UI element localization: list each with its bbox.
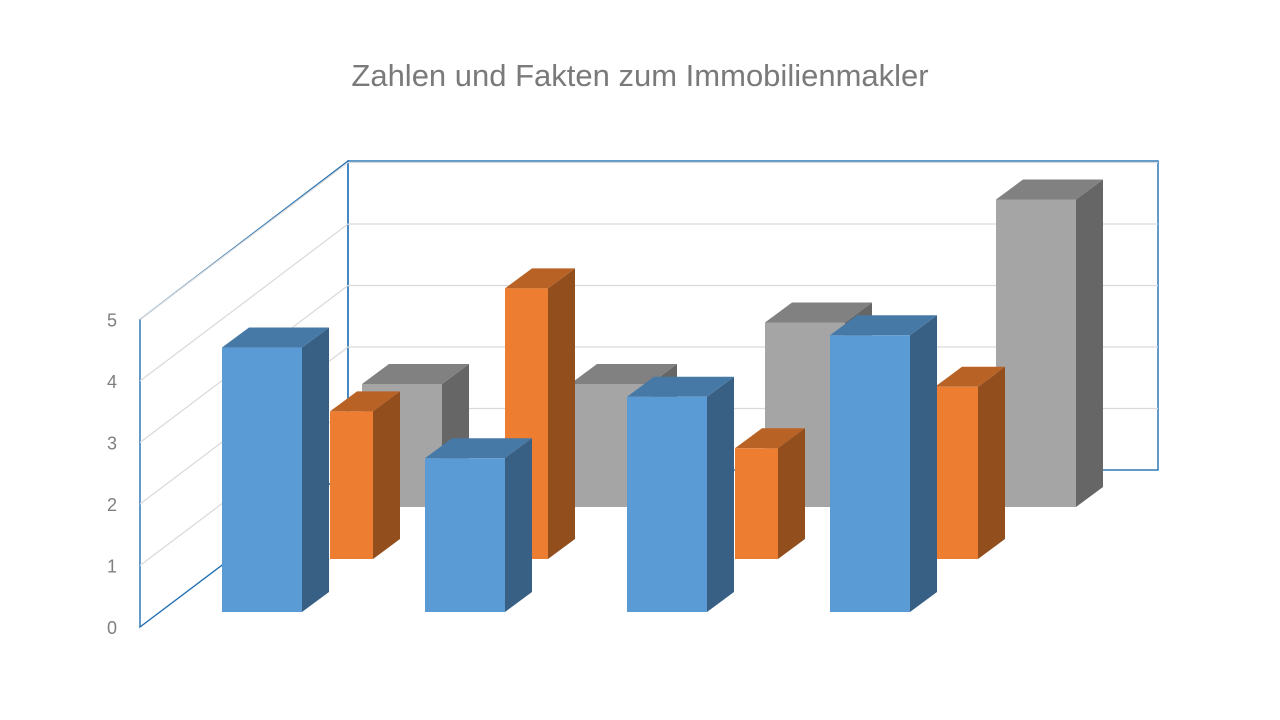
y-tick-label: 2 (107, 495, 117, 515)
bar-side-face (910, 315, 937, 612)
bar-front-face (425, 458, 505, 612)
bar-front-face (830, 335, 910, 612)
bar-series1-4 (830, 315, 937, 612)
bar-top-face (735, 428, 805, 449)
bar-side-face (373, 391, 400, 559)
y-tick-label: 1 (107, 557, 117, 577)
bar-side-face (505, 438, 532, 612)
bar-top-face (362, 364, 469, 384)
y-tick-label: 4 (107, 372, 117, 392)
bar-top-face (830, 315, 937, 336)
y-axis-ticks: 0 1 2 3 4 5 (107, 311, 117, 639)
bar-series1-2 (425, 438, 532, 612)
bar-top-face (570, 364, 677, 384)
gridline-side (139, 162, 349, 320)
bar-series1-1 (222, 327, 329, 612)
bar-front-face (222, 347, 302, 612)
bar-series2-1 (330, 391, 400, 559)
y-tick-label: 0 (107, 618, 117, 638)
bar-front-face (935, 386, 978, 559)
y-tick-label: 5 (107, 311, 117, 331)
bar-series1-3 (627, 376, 734, 612)
bar-series3-4 (996, 179, 1103, 507)
y-tick-label: 3 (107, 434, 117, 454)
bar-front-face (627, 396, 707, 612)
bar-front-face (735, 448, 778, 559)
bar-top-face (505, 268, 575, 289)
bar-side-face (978, 366, 1005, 559)
bar-front-face (996, 199, 1076, 507)
bar-top-face (935, 366, 1005, 387)
bar-side-face (548, 268, 575, 559)
bar-top-face (765, 302, 872, 323)
bar-top-face (222, 327, 329, 348)
chart-bars (222, 179, 1103, 612)
bar-series2-4 (935, 366, 1005, 559)
bar-series2-3 (735, 428, 805, 559)
bar-side-face (302, 327, 329, 612)
bar-top-face (627, 376, 734, 397)
gridline-side (139, 223, 349, 382)
bar-front-face (330, 411, 373, 559)
bar-side-face (1076, 179, 1103, 507)
bar-side-face (778, 428, 805, 559)
bar-top-face (996, 179, 1103, 200)
bar-top-face (425, 438, 532, 459)
chart-title: Zahlen und Fakten zum Immobilienmakler (351, 58, 929, 93)
bar-top-face (330, 391, 400, 412)
bar-side-face (707, 376, 734, 612)
bar-series2-2 (505, 268, 575, 559)
